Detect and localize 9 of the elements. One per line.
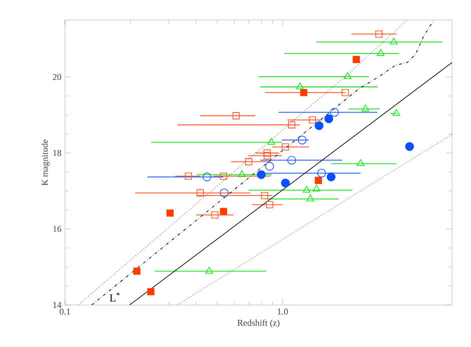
y-tick-label: 20: [52, 74, 62, 80]
y-tick-label: 18: [53, 150, 62, 156]
x-tick-label: 1.0: [278, 308, 288, 315]
y-tick-label: 14: [53, 302, 62, 308]
annotation: L$^{*}$: [110, 292, 120, 302]
x-tick-label: 0.1: [60, 308, 70, 315]
x-axis-title: Redshift (z): [237, 319, 280, 328]
y-axis-title: K magnitude: [42, 140, 50, 186]
y-tick-label: 16: [53, 226, 62, 232]
